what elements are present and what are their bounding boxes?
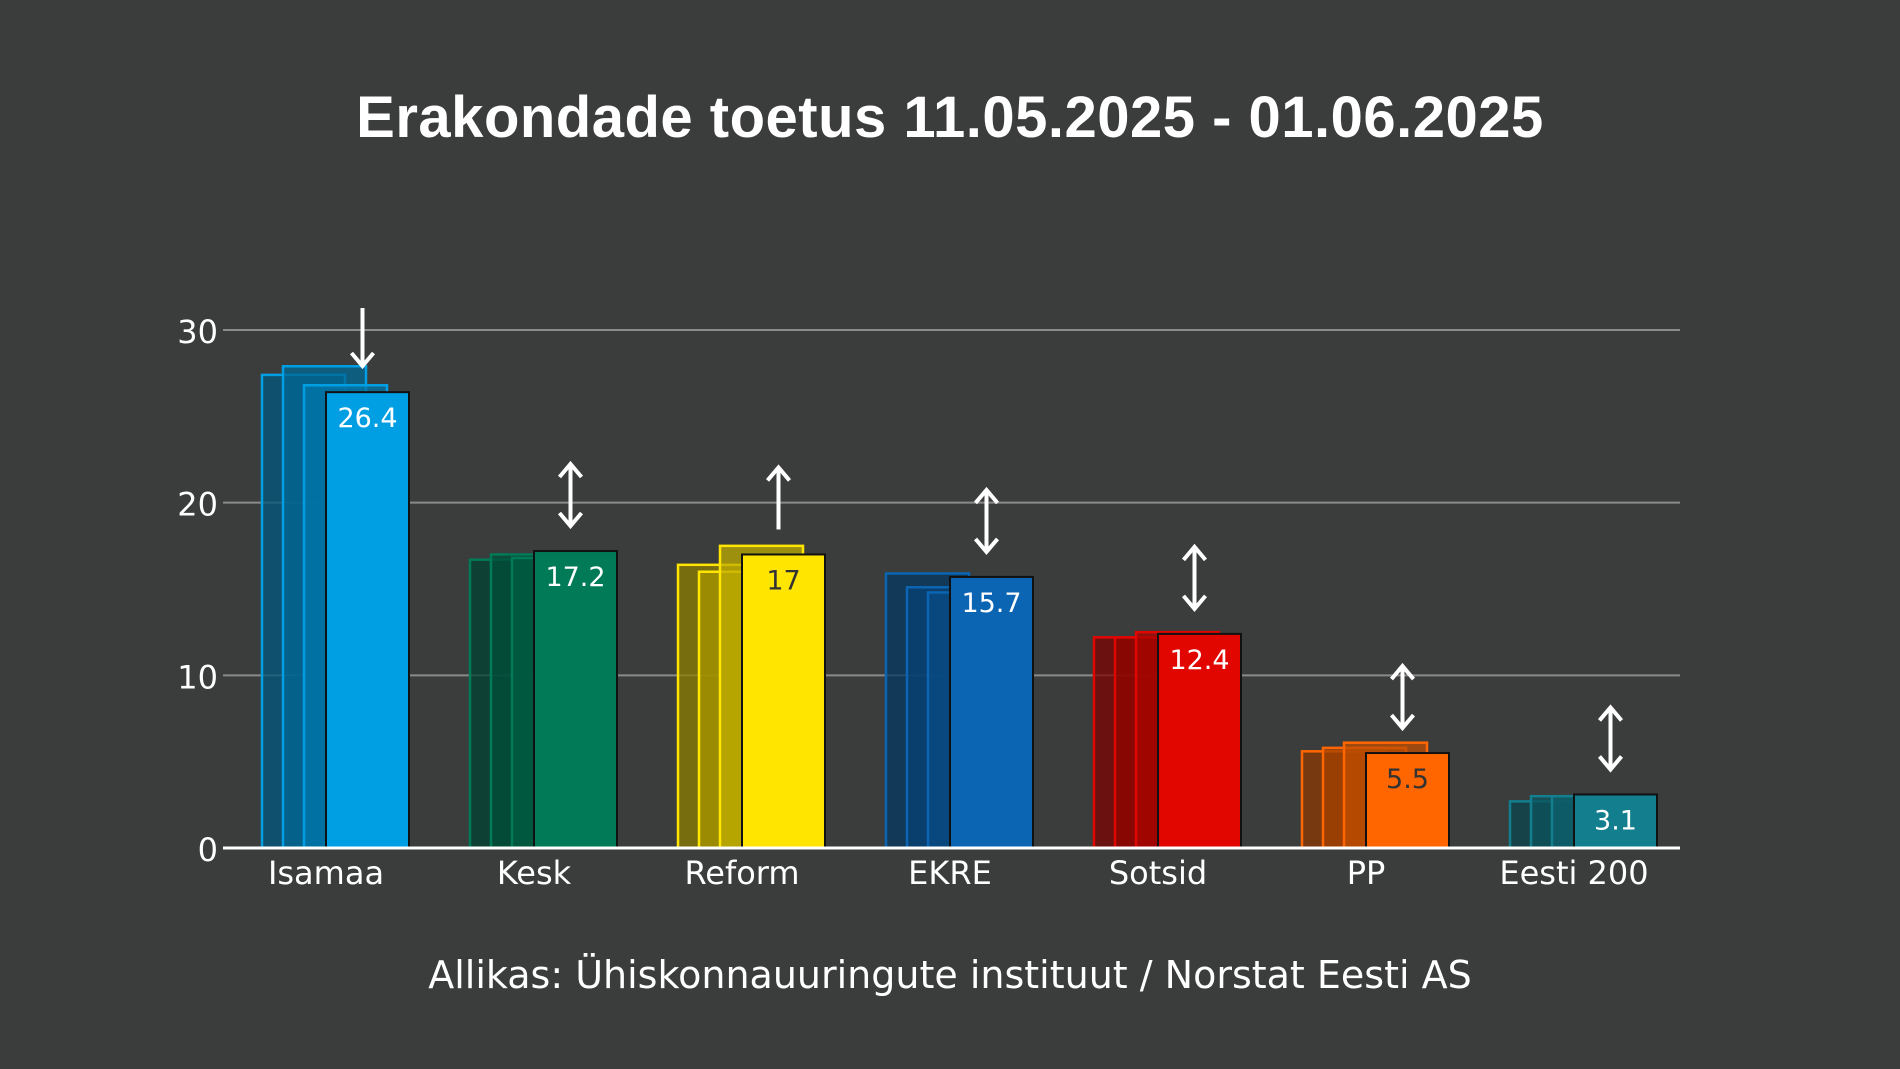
- data-label: 5.5: [1386, 764, 1429, 795]
- data-label: 12.4: [1169, 645, 1229, 676]
- trend-arrow-head-up: [1597, 704, 1624, 722]
- trend-arrow-head-down: [349, 351, 376, 370]
- bar-current: [533, 550, 618, 849]
- trend-arrow-head-up: [973, 486, 1000, 505]
- y-tick-label: 10: [177, 658, 218, 696]
- trend-arrow-head-down: [1181, 594, 1208, 612]
- trend-arrow-head-up: [1181, 543, 1208, 562]
- bar-current: [325, 391, 410, 849]
- data-label: 17: [766, 565, 800, 596]
- x-tick-label: Eesti 200: [1499, 854, 1648, 892]
- y-tick-label: 0: [198, 831, 218, 869]
- x-tick-label: Sotsid: [1109, 854, 1207, 892]
- bar-current: [1157, 632, 1242, 849]
- bar-current: [949, 575, 1034, 849]
- trend-arrow-head-down: [557, 511, 584, 530]
- bar-current: [741, 553, 826, 849]
- x-tick-label: Reform: [684, 854, 799, 892]
- x-tick-label: Isamaa: [268, 854, 384, 892]
- chart-title: Erakondade toetus 11.05.2025 - 01.06.202…: [356, 85, 1544, 150]
- x-tick-label: Kesk: [497, 854, 572, 892]
- trend-arrow-head-up: [765, 464, 792, 482]
- data-label: 26.4: [337, 403, 397, 434]
- trend-arrow-head-down: [973, 537, 1000, 556]
- trend-arrow-head-up: [557, 460, 584, 479]
- trend-arrow-head-up: [1389, 662, 1416, 681]
- y-tick-label: 30: [177, 313, 218, 351]
- bar-current: [1573, 793, 1658, 849]
- data-label: 15.7: [961, 588, 1021, 619]
- x-tick-label: PP: [1347, 854, 1386, 892]
- data-label: 17.2: [545, 562, 605, 593]
- bar-current: [1365, 752, 1450, 849]
- data-label: 3.1: [1594, 805, 1637, 836]
- trend-arrow-head-down: [1389, 713, 1416, 732]
- x-tick-label: EKRE: [908, 854, 992, 892]
- y-tick-label: 20: [177, 486, 218, 524]
- source-note: Allikas: Ühiskonnauuringute instituut / …: [428, 953, 1472, 997]
- trend-arrow-head-down: [1597, 755, 1624, 773]
